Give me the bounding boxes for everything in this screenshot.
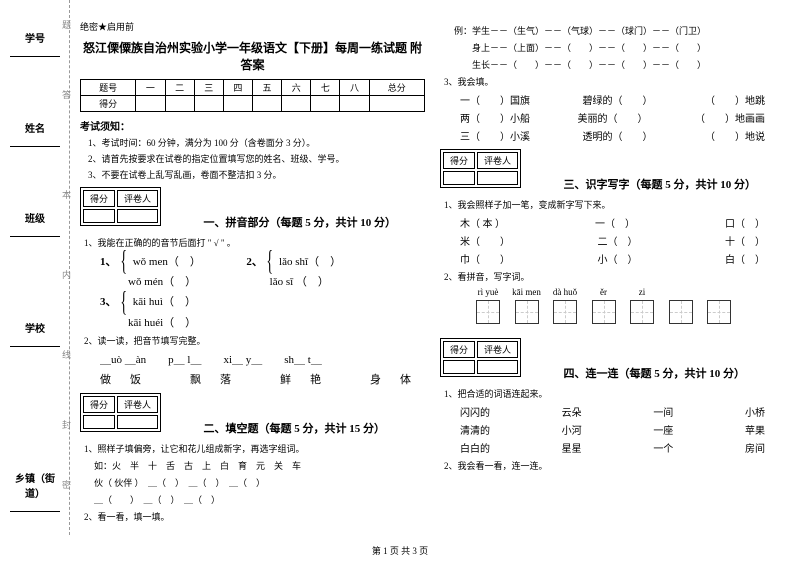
th: 一 (136, 80, 165, 96)
row-label: 得分 (81, 96, 136, 112)
tian-grid-row (470, 300, 785, 324)
cut-mark: 题 (60, 20, 73, 29)
q1-stem: 1、我能在正确的的音节后面打 " √ " 。 (84, 236, 425, 249)
th: 五 (252, 80, 281, 96)
section-score-box: 得分评卷人 (440, 338, 521, 377)
q6-stem: 1、我会照样子加一笔，变成新字写下来。 (444, 198, 785, 211)
cut-mark: 线 (60, 350, 73, 359)
section-score-box: 得分评卷人 (80, 393, 161, 432)
th: 六 (282, 80, 311, 96)
chain-line: 身上－－（上面）－－（ ）－－（ ）－－（ ） (454, 41, 785, 54)
py-label: rì yuè (470, 287, 506, 297)
pinyin-opt: kāi huéi（ ） (128, 317, 196, 329)
tian-cell (669, 300, 693, 324)
section-3-title: 三、识字写字（每题 5 分，共计 10 分） (564, 176, 757, 192)
notice-item: 3、不要在试卷上乱写乱画，卷面不整洁扣 3 分。 (88, 168, 425, 181)
q3-line: ＿（ ） ＿（ ） ＿（ ） (94, 493, 425, 506)
score-summary-table: 题号 一 二 三 四 五 六 七 八 总分 得分 (80, 79, 425, 112)
secret-mark: 绝密★启用前 (80, 20, 425, 33)
tian-cell (476, 300, 500, 324)
q3-line: 伙（ 伙伴 ） ＿（ ） ＿（ ） ＿（ ） (94, 476, 425, 489)
tian-cell (553, 300, 577, 324)
q7-stem: 2、看拼音，写字词。 (444, 270, 785, 283)
right-column: 例：学生－－（生气）－－（气球）－－（球门）－－（门卫） 身上－－（上面）－－（… (440, 20, 785, 476)
chain-line: 生长－－（ ）－－（ ）－－（ ）－－（ ） (454, 58, 785, 71)
field-label: 学号 (25, 34, 45, 45)
notice-item: 2、请首先按要求在试卷的指定位置填写您的姓名、班级、学号。 (88, 152, 425, 165)
paper-title: 怒江傈僳族自治州实验小学一年级语文【下册】每周一练试题 附答案 (80, 39, 425, 73)
cut-mark: 本 (60, 190, 73, 199)
notice-item: 1、考试时间：60 分钟，满分为 100 分（含卷面分 3 分）。 (88, 136, 425, 149)
cut-mark: 封 (60, 420, 73, 429)
q3-line: 如：火 半 十 舌 古 上 白 育 元 关 车 (94, 459, 425, 472)
left-column: 绝密★启用前 怒江傈僳族自治州实验小学一年级语文【下册】每周一练试题 附答案 题… (80, 20, 425, 527)
tian-cell (630, 300, 654, 324)
q8-stem: 1、把合适的词语连起来。 (444, 387, 785, 400)
page-footer: 第 1 页 共 3 页 (0, 544, 800, 557)
pinyin-opt: wǒ mén（ ） (128, 276, 196, 288)
pinyin-opt: lǎo sī （ ） (270, 276, 329, 288)
field-label: 班级 (25, 214, 45, 225)
q3-stem: 1、照样子填偏旁，让它和花儿组成新字，再选字组词。 (84, 442, 425, 455)
th: 七 (311, 80, 340, 96)
q2-hanzi: 做 饭 飘 落 鲜 艳 身 体 (100, 371, 425, 387)
th: 总分 (369, 80, 424, 96)
cut-mark: 内 (60, 270, 73, 279)
section-1-title: 一、拼音部分（每题 5 分，共计 10 分） (204, 214, 397, 230)
th: 四 (223, 80, 252, 96)
th: 二 (165, 80, 194, 96)
py-label: zi (624, 287, 660, 297)
field-label: 姓名 (25, 124, 45, 135)
cut-mark: 答 (60, 90, 73, 99)
q2-blanks: ＿uò ＿àn p＿ l＿ xi＿ y＿ sh＿ t＿ (100, 351, 425, 367)
tian-cell (515, 300, 539, 324)
field-label: 乡镇（街道） (15, 474, 55, 500)
example-line: 例：学生－－（生气）－－（气球）－－（球门）－－（门卫） (454, 24, 785, 37)
section-4-title: 四、连一连（每题 5 分，共计 10 分） (564, 365, 746, 381)
binding-sidebar: 学号 姓名 班级 学校 乡镇（街道） 题 答 本 内 线 封 密 (0, 0, 70, 535)
pinyin-opt: lǎo shī（ ） (279, 256, 341, 268)
th: 三 (194, 80, 223, 96)
field-label: 学校 (25, 324, 45, 335)
cut-mark: 密 (60, 480, 73, 489)
q9-stem: 2、我会看一看，连一连。 (444, 459, 785, 472)
section-score-box: 得分评卷人 (80, 187, 161, 226)
notice-head: 考试须知： (80, 118, 425, 133)
th: 题号 (81, 80, 136, 96)
th: 八 (340, 80, 369, 96)
pinyin-opt: wǒ men（ ） (133, 256, 201, 268)
q4-stem: 2、看一看，填一填。 (84, 510, 425, 523)
section-2-title: 二、填空题（每题 5 分，共计 15 分） (204, 420, 386, 436)
pinyin-opt: kāi huì（ ） (133, 296, 196, 308)
section-score-box: 得分评卷人 (440, 149, 521, 188)
tian-cell (592, 300, 616, 324)
py-label: dà huǒ (547, 287, 583, 297)
q5-stem: 3、我会填。 (444, 75, 785, 88)
py-label: ěr (586, 287, 622, 297)
tian-cell (707, 300, 731, 324)
py-label: kāi men (509, 287, 545, 297)
q2-stem: 2、读一读，把音节填写完整。 (84, 334, 425, 347)
